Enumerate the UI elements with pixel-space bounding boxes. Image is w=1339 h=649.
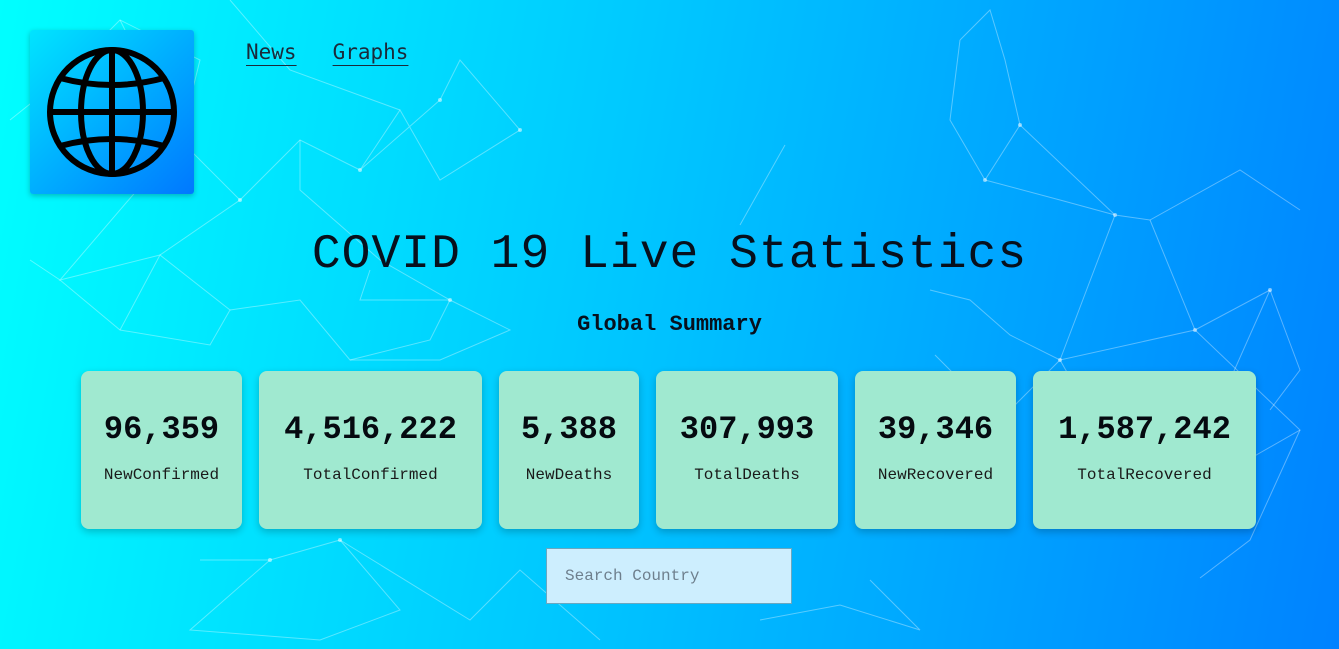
stat-value: 96,359 [103, 411, 220, 448]
stat-card-total-deaths: 307,993 TotalDeaths [656, 371, 838, 529]
page-title: COVID 19 Live Statistics [311, 228, 1028, 282]
stat-card-new-recovered: 39,346 NewRecovered [855, 371, 1016, 529]
stat-value: 5,388 [520, 411, 617, 448]
nav-link-news[interactable]: News [246, 40, 297, 64]
stat-label: NewRecovered [877, 466, 994, 484]
nav-link-graphs[interactable]: Graphs [332, 40, 409, 64]
stat-value: 1,587,242 [1058, 411, 1231, 448]
stat-value: 4,516,222 [284, 411, 457, 448]
stat-label: TotalConfirmed [303, 466, 438, 484]
summary-cards: 96,359 NewConfirmed 4,516,222 TotalConfi… [81, 371, 1256, 529]
globe-icon [47, 47, 177, 177]
stat-label: TotalRecovered [1077, 466, 1212, 484]
stat-card-new-confirmed: 96,359 NewConfirmed [81, 371, 242, 529]
stat-card-new-deaths: 5,388 NewDeaths [499, 371, 639, 529]
stat-label: NewConfirmed [103, 466, 220, 484]
stat-card-total-confirmed: 4,516,222 TotalConfirmed [259, 371, 482, 529]
logo[interactable] [30, 30, 194, 194]
search-country-input[interactable] [546, 548, 792, 604]
stat-value: 307,993 [679, 411, 815, 448]
top-nav: News Graphs [246, 40, 408, 64]
section-subtitle: Global Summary [577, 312, 762, 337]
stat-card-total-recovered: 1,587,242 TotalRecovered [1033, 371, 1256, 529]
stat-value: 39,346 [877, 411, 994, 448]
stat-label: NewDeaths [525, 466, 613, 484]
stat-label: TotalDeaths [694, 466, 800, 484]
